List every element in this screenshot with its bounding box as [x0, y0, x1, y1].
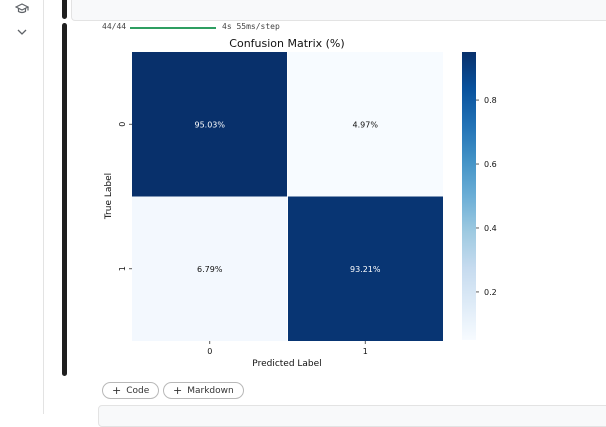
graduation-cap-icon[interactable]	[13, 0, 31, 18]
previous-code-cell[interactable]	[71, 0, 606, 21]
colorbar-tick-label: 0.8	[484, 96, 497, 105]
cell-label: 95.03%	[194, 120, 225, 129]
x-axis-label: Predicted Label	[252, 359, 321, 369]
left-sidebar	[0, 0, 44, 414]
heatmap-cell	[287, 52, 443, 197]
plus-icon: +	[112, 384, 122, 397]
colorbar-tick-label: 0.4	[484, 224, 497, 233]
y-tick-label: 1	[118, 266, 127, 271]
cell-label: 6.79%	[197, 265, 223, 274]
chevron-down-icon[interactable]	[13, 23, 31, 41]
heatmap-cell	[132, 52, 288, 197]
heatmap-cell	[132, 196, 288, 341]
colorbar-tick-label: 0.2	[484, 288, 497, 297]
plus-icon: +	[173, 384, 183, 397]
add-code-label: Code	[126, 385, 150, 396]
next-code-cell[interactable]	[98, 405, 606, 427]
add-code-button[interactable]: + Code	[102, 382, 160, 399]
colorbar	[462, 52, 476, 340]
chart-title: Confusion Matrix (%)	[229, 37, 344, 50]
progress-bar	[130, 27, 216, 29]
progress-bar-fill	[130, 27, 216, 29]
add-markdown-label: Markdown	[187, 385, 234, 396]
progress-steps: 44/44	[102, 22, 127, 31]
confusion-matrix-chart: Confusion Matrix (%) 95.03% 4.97% 6.79% 93.…	[104, 37, 497, 369]
y-axis-label: True Label	[104, 173, 114, 220]
heatmap-cell	[287, 196, 443, 341]
previous-cell-run-indicator	[62, 0, 67, 19]
y-tick-label: 0	[118, 122, 127, 127]
x-tick-label: 1	[363, 347, 368, 356]
colorbar-tick-label: 0.6	[484, 160, 497, 169]
x-tick-label: 0	[207, 347, 212, 356]
add-markdown-button[interactable]: + Markdown	[163, 382, 244, 399]
cell-label: 4.97%	[353, 120, 379, 129]
progress-time: 4s 55ms/step	[222, 22, 280, 31]
cell-label: 93.21%	[350, 265, 381, 274]
cell-run-indicator	[62, 23, 67, 376]
